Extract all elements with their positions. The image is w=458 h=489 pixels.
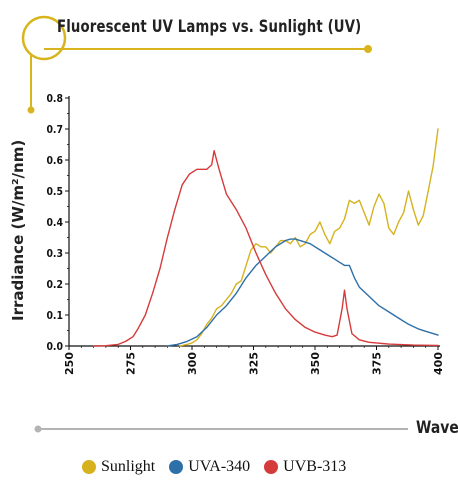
- y-tick-label: 0.4: [46, 217, 63, 229]
- legend-item-sunlight: Sunlight: [82, 458, 155, 476]
- xlabel-connector-dot: [34, 425, 42, 433]
- legend: Sunlight UVA-340 UVB-313: [82, 456, 346, 478]
- series-line-sunlight: [179, 128, 439, 347]
- x-tick-label: 350: [309, 352, 322, 375]
- legend-label-uvb-313: UVB-313: [283, 458, 347, 475]
- y-tick-label: 0.8: [46, 93, 63, 105]
- legend-label-uva-340: UVA-340: [188, 458, 251, 475]
- x-tick-label: 375: [371, 352, 384, 375]
- x-tick-label: 275: [125, 352, 138, 375]
- plot-area: 0.0 0.1 0.2 0.3 0.4 0.5 0.6 0.7 0.8 250 275 300 325 3…: [46, 93, 445, 375]
- legend-item-uvb-313: UVB-313: [264, 458, 346, 476]
- y-tick-label: 0.5: [46, 186, 63, 198]
- legend-swatch-sunlight: [82, 460, 96, 474]
- legend-label-sunlight: Sunlight: [101, 458, 156, 475]
- legend-swatch-uva-340: [169, 460, 184, 474]
- x-tick-label: 300: [186, 352, 199, 375]
- y-tick-label: 0.2: [46, 279, 63, 291]
- y-tick-label: 0.1: [46, 310, 63, 322]
- y-tick-label: 0.7: [46, 124, 63, 136]
- y-tick-label: 0.0: [46, 341, 63, 353]
- x-axis-label: Wavel: [416, 418, 458, 438]
- legend-item-uva-340: UVA-340: [169, 458, 250, 476]
- title-drop-dot: [27, 106, 35, 114]
- title-underline-dot: [364, 45, 372, 53]
- x-tick-label: 325: [248, 352, 261, 375]
- x-tick-label: 250: [63, 352, 76, 375]
- y-axis-label: Irradiance (W/m²/nm): [9, 139, 27, 321]
- chart-title: Fluorescent UV Lamps vs. Sunlight (UV): [57, 17, 362, 37]
- legend-swatch-uvb-313: [264, 460, 279, 474]
- series-line-uvb-313: [92, 150, 439, 347]
- y-tick-label: 0.6: [46, 155, 63, 167]
- series-line-uva-340: [166, 238, 439, 347]
- y-tick-label: 0.3: [46, 248, 63, 260]
- x-tick-label: 400: [432, 352, 445, 375]
- title-ring: [21, 15, 67, 61]
